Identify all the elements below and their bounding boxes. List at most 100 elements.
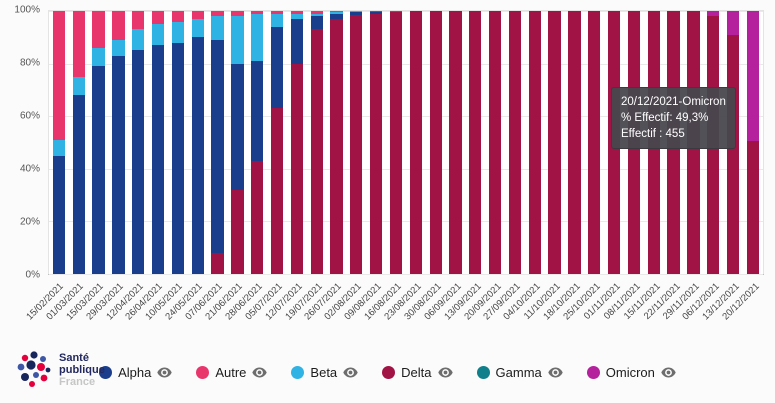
segment-delta[interactable] <box>211 252 224 274</box>
bar-29/03/2021[interactable] <box>108 11 128 274</box>
bar-16/08/2021[interactable] <box>386 11 406 274</box>
legend-item-delta[interactable]: Delta <box>382 365 453 380</box>
eye-icon[interactable] <box>157 367 173 378</box>
segment-delta[interactable] <box>528 11 541 274</box>
stacked-bar[interactable] <box>72 11 85 274</box>
segment-alpha[interactable] <box>112 55 125 274</box>
segment-beta[interactable] <box>112 39 125 56</box>
bar-04/10/2021[interactable] <box>525 11 545 274</box>
bar-24/05/2021[interactable] <box>188 11 208 274</box>
legend-item-gamma[interactable]: Gamma <box>476 365 563 380</box>
segment-autre[interactable] <box>72 11 85 77</box>
segment-autre[interactable] <box>310 11 323 14</box>
eye-icon[interactable] <box>661 367 676 378</box>
stacked-bar[interactable] <box>251 11 264 274</box>
segment-delta[interactable] <box>508 11 522 274</box>
segment-delta[interactable] <box>588 11 601 274</box>
stacked-bar[interactable] <box>231 11 244 274</box>
segment-beta[interactable] <box>92 47 105 67</box>
segment-delta[interactable] <box>290 63 303 274</box>
segment-alpha[interactable] <box>72 95 85 274</box>
stacked-bar[interactable] <box>746 11 760 274</box>
stacked-bar[interactable] <box>92 11 105 274</box>
segment-autre[interactable] <box>52 11 66 140</box>
segment-autre[interactable] <box>151 11 165 25</box>
segment-delta[interactable] <box>488 11 502 274</box>
stacked-bar[interactable] <box>508 11 522 274</box>
stacked-bar[interactable] <box>389 11 403 274</box>
segment-autre[interactable] <box>191 11 204 19</box>
bar-05/07/2021[interactable] <box>267 11 287 274</box>
segment-beta[interactable] <box>310 13 323 17</box>
bar-30/08/2021[interactable] <box>426 11 446 274</box>
segment-delta[interactable] <box>330 18 343 274</box>
segment-alpha[interactable] <box>171 42 185 274</box>
segment-autre[interactable] <box>231 11 244 17</box>
segment-alpha[interactable] <box>132 50 145 274</box>
segment-alpha[interactable] <box>330 13 343 19</box>
segment-delta[interactable] <box>270 108 284 274</box>
segment-omicron[interactable] <box>746 11 760 141</box>
segment-delta[interactable] <box>231 189 244 274</box>
segment-alpha[interactable] <box>350 12 363 15</box>
stacked-bar[interactable] <box>270 11 284 274</box>
segment-alpha[interactable] <box>370 12 383 14</box>
segment-autre[interactable] <box>290 11 303 14</box>
stacked-bar[interactable] <box>290 11 303 274</box>
stacked-bar[interactable] <box>151 11 165 274</box>
segment-alpha[interactable] <box>251 60 264 161</box>
segment-autre[interactable] <box>211 11 224 17</box>
stacked-bar[interactable] <box>548 11 561 274</box>
stacked-bar[interactable] <box>429 11 442 274</box>
segment-beta[interactable] <box>231 16 244 64</box>
eye-icon[interactable] <box>252 367 268 378</box>
segment-delta[interactable] <box>469 11 482 274</box>
stacked-bar[interactable] <box>350 11 363 274</box>
stacked-bar[interactable] <box>469 11 482 274</box>
segment-delta[interactable] <box>429 11 442 274</box>
segment-gamma[interactable] <box>389 11 403 13</box>
bar-20/12/2021[interactable] <box>743 11 763 274</box>
stacked-bar[interactable] <box>191 11 204 274</box>
bar-06/09/2021[interactable] <box>446 11 466 274</box>
stacked-bar[interactable] <box>310 11 323 274</box>
segment-delta[interactable] <box>389 12 403 274</box>
legend-item-beta[interactable]: Beta <box>291 365 358 380</box>
stacked-bar[interactable] <box>488 11 502 274</box>
segment-beta[interactable] <box>171 21 185 43</box>
segment-alpha[interactable] <box>231 63 244 190</box>
legend-item-alpha[interactable]: Alpha <box>99 365 173 380</box>
segment-alpha[interactable] <box>52 155 66 274</box>
eye-icon[interactable] <box>343 367 358 378</box>
stacked-bar[interactable] <box>171 11 185 274</box>
bar-26/04/2021[interactable] <box>148 11 168 274</box>
bar-01/03/2021[interactable] <box>69 11 89 274</box>
segment-delta[interactable] <box>350 14 363 274</box>
bar-02/08/2021[interactable] <box>346 11 366 274</box>
bar-18/10/2021[interactable] <box>565 11 585 274</box>
segment-delta[interactable] <box>310 29 323 274</box>
stacked-bar[interactable] <box>588 11 601 274</box>
stacked-bar[interactable] <box>330 11 343 274</box>
segment-delta[interactable] <box>726 34 740 274</box>
stacked-bar[interactable] <box>112 11 125 274</box>
segment-delta[interactable] <box>449 11 462 274</box>
segment-delta[interactable] <box>568 11 581 274</box>
segment-beta[interactable] <box>350 11 363 13</box>
segment-alpha[interactable] <box>191 37 204 274</box>
bar-15/02/2021[interactable] <box>49 11 69 274</box>
bar-13/09/2021[interactable] <box>465 11 485 274</box>
segment-autre[interactable] <box>92 11 105 48</box>
segment-autre[interactable] <box>270 11 284 14</box>
bar-21/06/2021[interactable] <box>227 11 247 274</box>
segment-beta[interactable] <box>270 13 284 27</box>
segment-beta[interactable] <box>52 139 66 156</box>
stacked-bar[interactable] <box>132 11 145 274</box>
segment-beta[interactable] <box>191 18 204 38</box>
segment-beta[interactable] <box>72 76 85 96</box>
stacked-bar[interactable] <box>409 11 422 274</box>
segment-alpha[interactable] <box>151 45 165 274</box>
segment-beta[interactable] <box>132 29 145 51</box>
eye-icon[interactable] <box>437 367 453 378</box>
segment-delta[interactable] <box>409 11 422 274</box>
